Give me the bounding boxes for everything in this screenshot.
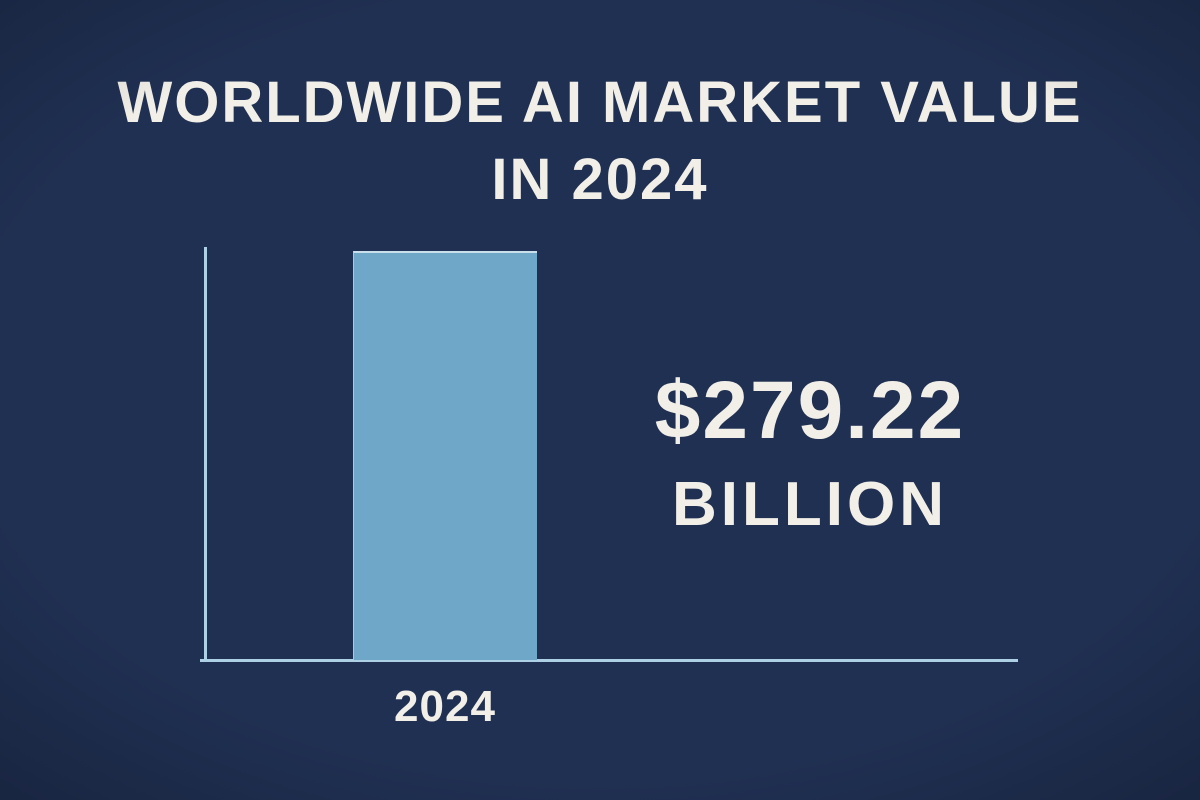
chart-title-line1: WORLDWIDE AI MARKET VALUE — [117, 70, 1083, 135]
chart-title: WORLDWIDE AI MARKET VALUE IN 2024 — [0, 64, 1200, 218]
bar-2024 — [353, 251, 537, 660]
x-axis-line — [200, 659, 1018, 662]
value-unit: BILLION — [672, 470, 948, 539]
chart-title-line2: IN 2024 — [491, 147, 709, 213]
value-callout: $279.22 BILLION — [590, 370, 1030, 536]
y-axis-line — [204, 247, 207, 662]
x-tick-label-2024: 2024 — [394, 682, 496, 731]
value-amount: $279.22 — [654, 365, 966, 456]
